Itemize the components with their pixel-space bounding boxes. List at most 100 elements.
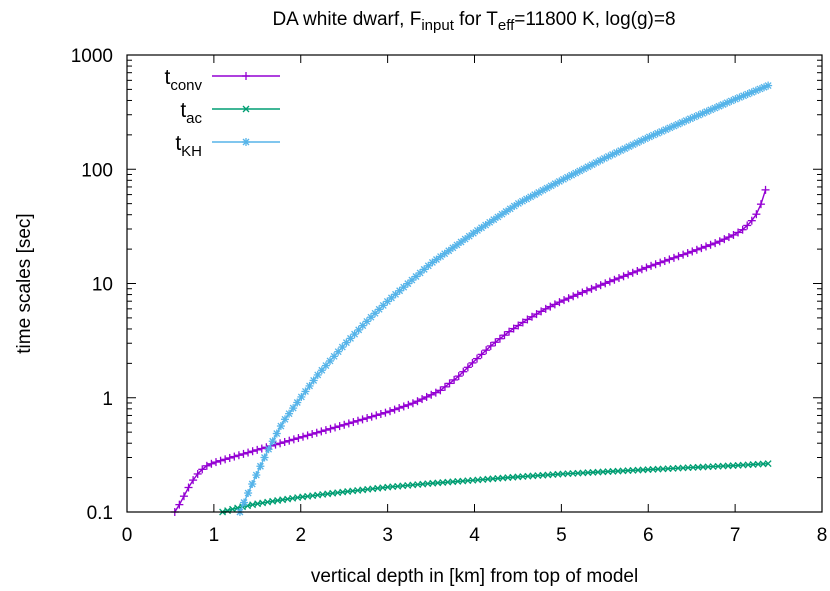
series-t-conv-point (473, 354, 482, 363)
series-t-conv-point (225, 453, 234, 462)
series-t-conv-point (546, 302, 555, 311)
series-t-conv-point (221, 455, 230, 464)
series-layer (170, 81, 773, 516)
x-tick-label: 6 (643, 525, 654, 546)
legend-item-KH-label: tKH (175, 132, 202, 160)
series-t-KH-point (293, 398, 302, 407)
title-text: DA white dwarf, F (272, 9, 421, 30)
series-t-conv-point (376, 410, 385, 419)
series-t-conv-point (747, 216, 756, 225)
series-t-conv-point (692, 245, 701, 254)
series-t-conv-point (299, 432, 308, 441)
series-t-KH-line (239, 84, 769, 513)
series-t-ac-point (224, 507, 232, 515)
series-t-ac-point (764, 460, 772, 468)
y-tick-label: 0.1 (87, 503, 113, 524)
x-tick-label: 4 (469, 525, 480, 546)
series-t-conv-point (372, 411, 381, 420)
series-t-ac (219, 460, 772, 516)
series-t-conv-point (651, 260, 660, 269)
legend-item-ac-label: tac (180, 99, 202, 127)
series-t-conv-point (413, 397, 422, 406)
series-t-conv-point (706, 240, 715, 249)
series-t-conv-point (390, 405, 399, 414)
series-t-conv-line (174, 189, 767, 513)
x-tick-label: 3 (382, 525, 393, 546)
series-t-KH-point (432, 255, 441, 264)
legend-item-conv-subscript: conv (170, 77, 202, 94)
series-t-KH-point (395, 286, 404, 295)
x-tick-label: 0 (122, 525, 133, 546)
series-t-KH (235, 81, 773, 516)
series-t-conv-point (518, 318, 527, 327)
series-t-conv-point (756, 200, 765, 209)
series-t-KH-point (727, 96, 736, 105)
series-t-KH-point (280, 415, 289, 424)
series-t-KH-point (244, 489, 253, 498)
series-t-conv-point (601, 279, 610, 288)
legend-item-ac-subscript: ac (186, 110, 202, 127)
series-t-conv-point (637, 265, 646, 274)
legend-item-conv-point (242, 72, 250, 80)
series-t-conv-point (495, 334, 504, 343)
series-t-KH-point (301, 387, 310, 396)
series-t-conv-point (349, 418, 358, 427)
series-t-KH-point (506, 204, 515, 213)
series-t-conv-point (468, 358, 477, 367)
series-t-KH-point (764, 81, 773, 90)
series-t-conv-point (688, 247, 697, 256)
series-t-conv-point (244, 448, 253, 457)
series-t-KH-point (489, 215, 498, 224)
series-t-KH-point (502, 207, 511, 216)
series-t-KH-point (465, 232, 474, 241)
series-t-conv-point (532, 310, 541, 319)
legend-item-KH-subscript: KH (181, 143, 202, 160)
series-t-conv-point (720, 235, 729, 244)
series-t-conv-point (614, 274, 623, 283)
series-t-conv-point (422, 392, 431, 401)
series-t-conv-point (505, 327, 514, 336)
series-t-KH-point (477, 223, 486, 232)
series-t-KH-point (428, 258, 437, 267)
y-tick-label: 1 (102, 389, 113, 410)
series-t-KH-point (440, 249, 449, 258)
series-t-KH-point (457, 238, 466, 247)
series-t-conv-point (198, 465, 207, 474)
series-t-conv-point (285, 436, 294, 445)
series-t-KH-point (252, 471, 261, 480)
series-t-conv-point (308, 430, 317, 439)
series-t-conv-point (660, 257, 669, 266)
series-t-conv-point (440, 382, 449, 391)
x-tick-label: 2 (295, 525, 306, 546)
series-t-conv-point (674, 252, 683, 261)
series-t-conv-point (491, 338, 500, 347)
series-t-conv-point (605, 277, 614, 286)
series-t-KH-point (424, 261, 433, 270)
series-t-KH-point (256, 462, 265, 471)
legend: t conv tac tKH (164, 66, 280, 160)
series-t-conv-point (592, 282, 601, 291)
series-t-conv-point (711, 239, 720, 248)
series-t-conv-point (408, 399, 417, 408)
series-t-conv-point (578, 288, 587, 297)
series-t-conv-point (234, 451, 243, 460)
series-t-conv-point (564, 294, 573, 303)
series-t-conv-point (555, 298, 564, 307)
series-t-conv-point (335, 422, 344, 431)
series-t-conv-point (527, 312, 536, 321)
series-t-conv-point (202, 461, 211, 470)
series-t-conv-point (418, 395, 427, 404)
series-t-conv-point (445, 379, 454, 388)
legend-item-ac-point (242, 105, 250, 113)
series-t-conv-point (724, 233, 733, 242)
series-t-KH-point (469, 229, 478, 238)
series-t-conv-point (294, 434, 303, 443)
y-tick-label: 100 (81, 160, 113, 181)
series-t-conv-point (541, 304, 550, 313)
series-t-conv-point (669, 253, 678, 262)
legend-item-ac-name: t (180, 99, 186, 122)
series-t-KH-point (473, 226, 482, 235)
series-t-conv-point (216, 456, 225, 465)
series-t-conv-point (427, 390, 436, 399)
series-t-conv-point (514, 321, 523, 330)
